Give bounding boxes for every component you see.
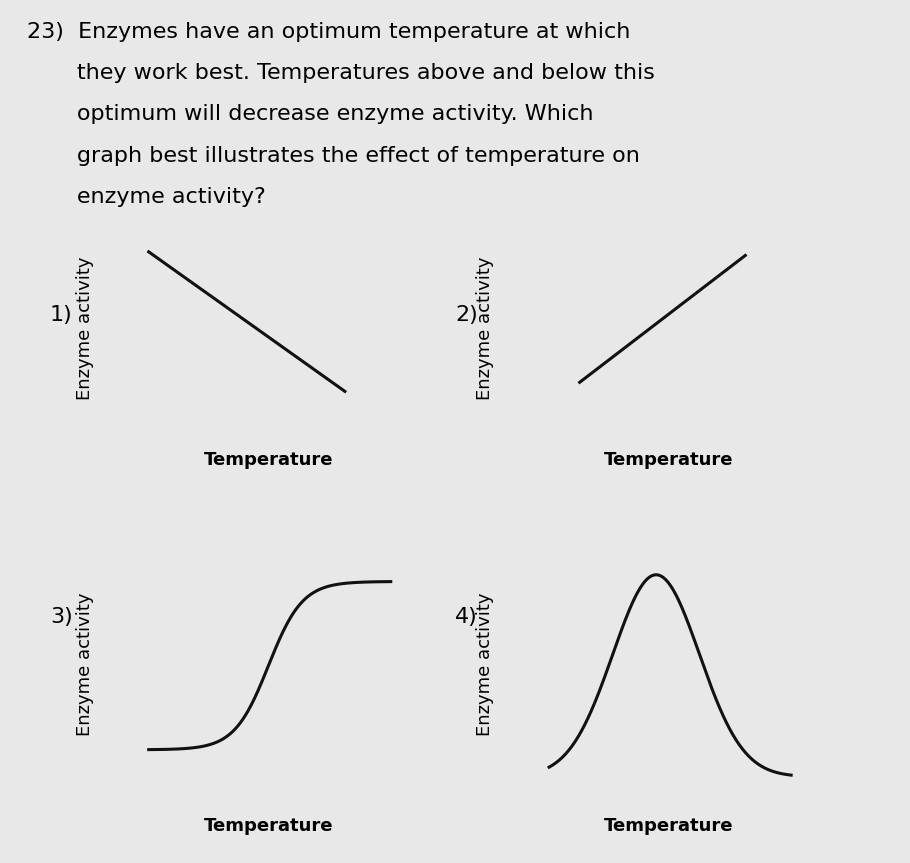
Text: Enzyme activity: Enzyme activity bbox=[76, 593, 94, 736]
Text: they work best. Temperatures above and below this: they work best. Temperatures above and b… bbox=[27, 63, 655, 83]
Text: 1): 1) bbox=[50, 305, 73, 325]
Text: Enzyme activity: Enzyme activity bbox=[477, 593, 494, 736]
Text: Temperature: Temperature bbox=[204, 451, 333, 469]
Text: optimum will decrease enzyme activity. Which: optimum will decrease enzyme activity. W… bbox=[27, 104, 594, 124]
Text: Temperature: Temperature bbox=[604, 451, 733, 469]
Text: Temperature: Temperature bbox=[604, 817, 733, 835]
Text: 2): 2) bbox=[455, 305, 478, 325]
Text: Temperature: Temperature bbox=[204, 817, 333, 835]
Text: 23)  Enzymes have an optimum temperature at which: 23) Enzymes have an optimum temperature … bbox=[27, 22, 631, 41]
Text: Enzyme activity: Enzyme activity bbox=[76, 256, 94, 400]
Text: enzyme activity?: enzyme activity? bbox=[27, 187, 266, 207]
Text: graph best illustrates the effect of temperature on: graph best illustrates the effect of tem… bbox=[27, 146, 640, 166]
Text: 3): 3) bbox=[50, 607, 73, 627]
Text: 4): 4) bbox=[455, 607, 478, 627]
Text: Enzyme activity: Enzyme activity bbox=[477, 256, 494, 400]
